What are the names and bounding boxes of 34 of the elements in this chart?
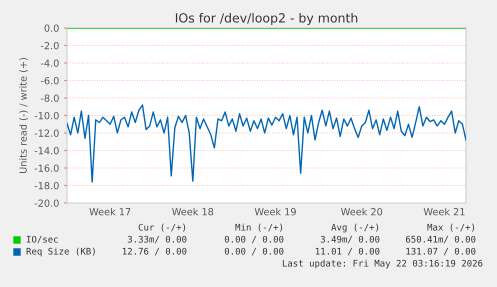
x-tick-label: Week 18 (172, 208, 214, 216)
y-tick-label: 0.0 (44, 24, 59, 32)
text: 131.07 / 0.00 (406, 248, 476, 256)
y-tick-label: -4.0 (40, 59, 59, 67)
y-tick-label: -8.0 (40, 94, 59, 102)
text: 12.76 / 0.00 (122, 248, 186, 256)
text: 3.33m/ 0.00 (128, 236, 186, 244)
text: 0.00 / 0.00 (224, 236, 284, 244)
y-axis-title: Units read (-) / write (+) (19, 58, 28, 174)
text: Last update: Fri May 22 03:16:19 2026 (282, 260, 482, 268)
x-tick-label: Week 17 (89, 208, 130, 216)
y-tick-label: -10.0 (34, 112, 59, 120)
x-tick-label: Week 19 (254, 208, 296, 216)
text: 650.41m/ 0.00 (406, 236, 476, 244)
legend-label: IO/sec (26, 236, 58, 244)
y-tick-label: -16.0 (34, 164, 59, 172)
text: Avg (-/+) (331, 224, 378, 232)
y-tick-label: -14.0 (34, 146, 59, 154)
y-tick-label: -20.0 (34, 199, 59, 207)
text: Max (-/+) (427, 224, 474, 232)
line-series (67, 104, 466, 183)
y-tick-label: -6.0 (40, 76, 59, 84)
text: 3.49m/ 0.00 (320, 236, 380, 244)
chart-title: IOs for /dev/loop2 - by month (176, 12, 358, 26)
y-tick-label: -18.0 (34, 182, 59, 190)
text: Min (-/+) (235, 224, 282, 232)
legend-label: Req Size (KB) (26, 248, 95, 256)
y-tick-label: -12.0 (34, 129, 59, 137)
x-tick-label: Week 21 (424, 208, 465, 216)
text: 11.01 / 0.00 (316, 248, 380, 256)
y-tick-label: -2.0 (40, 42, 59, 50)
text: 0.00 / 0.00 (224, 248, 284, 256)
x-tick-label: Week 20 (341, 208, 382, 216)
text: Cur (-/+) (138, 224, 186, 232)
